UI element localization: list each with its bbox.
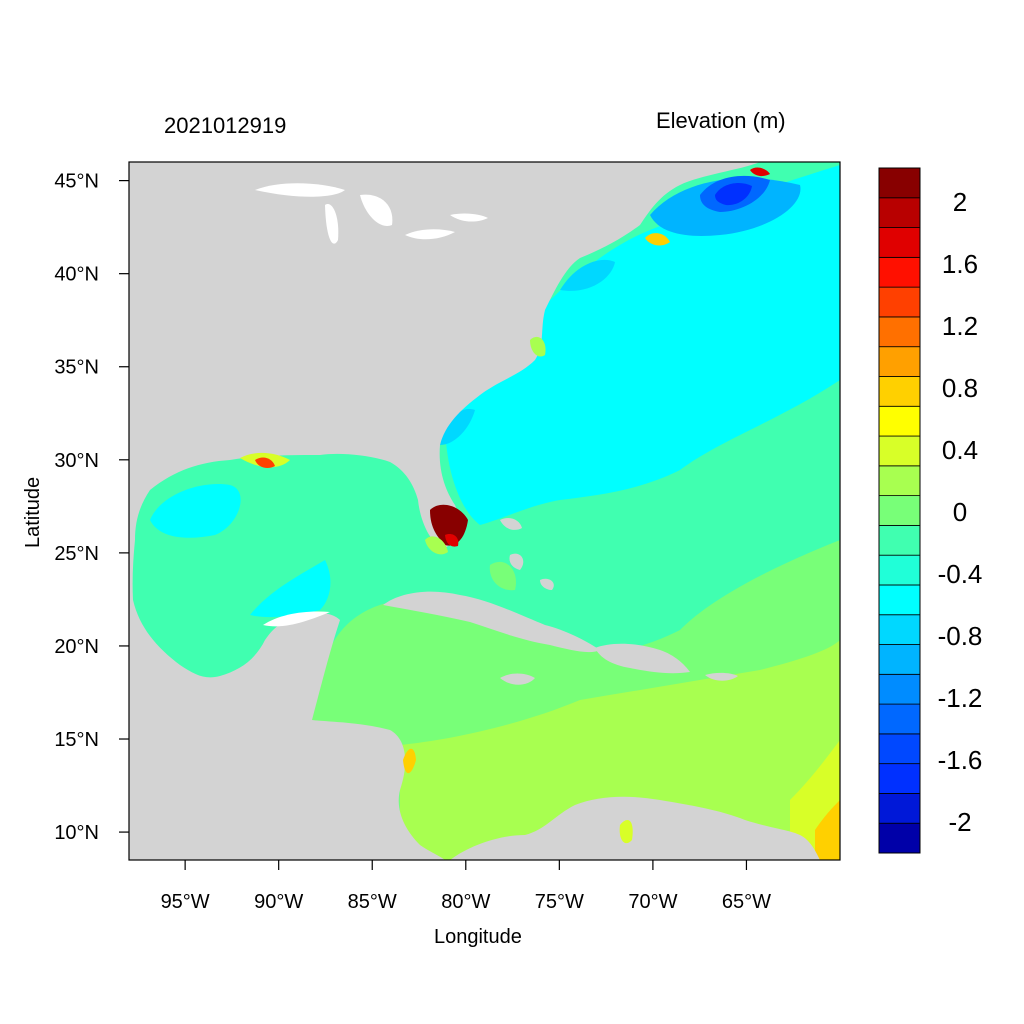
colorbar-swatch (878, 822, 921, 854)
land-bahamas (500, 517, 554, 590)
date-time-stamp: 2021012919 (164, 113, 287, 138)
y-tick-label: 15°N (54, 729, 99, 751)
colorbar-swatch (878, 316, 921, 348)
land-south-america (450, 796, 820, 860)
lake-huron (360, 194, 393, 226)
colorbar-swatch (878, 733, 921, 765)
land-puerto-rico (705, 672, 738, 681)
colorbar-tick-label: 1.6 (942, 249, 978, 279)
colorbar-swatch (878, 644, 921, 675)
colorbar-tick-label: -0.8 (938, 621, 983, 651)
colorbar-swatch (878, 465, 921, 497)
ocean-field-cyan-2 (150, 484, 241, 538)
colorbar-swatch (878, 405, 921, 437)
x-tick-label: 85°W (348, 891, 397, 913)
colorbar-swatch (878, 524, 921, 556)
colorbar-swatch (878, 554, 921, 586)
colorbar-border (878, 167, 921, 854)
colorbar-tick-label: -1.2 (938, 683, 983, 713)
colorbar-swatch (878, 763, 921, 794)
colorbar-swatch (878, 703, 921, 735)
colorbar-tick-label: 0.8 (942, 373, 978, 403)
y-tick-label: 30°N (54, 450, 99, 472)
y-tick-label: 25°N (54, 543, 99, 565)
anomaly-bahamas-bank (489, 561, 516, 591)
colorbar-tick-label: -1.6 (938, 745, 983, 775)
land-cuba (383, 591, 600, 653)
y-tick-label: 40°N (54, 264, 99, 286)
map-border (128, 161, 841, 861)
lake-superior (255, 183, 345, 197)
colorbar-swatch (878, 256, 921, 288)
colorbar-tick-label: 1.2 (942, 311, 978, 341)
colorbar-swatch (878, 197, 921, 228)
x-tick-label: 95°W (161, 891, 210, 913)
ocean-field-cyan-3 (250, 560, 331, 618)
inland-water (255, 183, 488, 627)
colorbar-tick-label: -2 (948, 807, 971, 837)
y-tick-label: 20°N (54, 636, 99, 658)
anomaly-chesapeake (530, 336, 546, 357)
ocean-field-orange (815, 800, 840, 860)
x-tick-label: 75°W (535, 891, 584, 913)
colorbar-swatch (878, 346, 921, 377)
ocean-field-yellowgreen (400, 640, 840, 860)
y-axis: 10°N 15°N 20°N 25°N 30°N 35°N 40°N 45°N (54, 171, 129, 844)
colorbar-swatch (878, 435, 921, 467)
colorbar-swatch (878, 495, 921, 526)
y-axis-label: Latitude (22, 476, 44, 548)
low-anomaly-west (560, 259, 615, 291)
x-tick-label: 65°W (722, 891, 771, 913)
map-area (129, 162, 840, 860)
coastal-anomalies (240, 167, 770, 844)
anomaly-nova-scotia-coast (750, 167, 770, 177)
x-tick-label: 90°W (254, 891, 303, 913)
colorbar-tick-label: 0.4 (942, 435, 978, 465)
y-tick-label: 10°N (54, 822, 99, 844)
anomaly-sw-florida-red (445, 534, 459, 547)
anomaly-gulf-of-venezuela (619, 820, 633, 844)
x-axis-label: Longitude (434, 926, 522, 948)
colorbar-tick-label: -0.4 (938, 559, 983, 589)
colorbar-swatch (878, 227, 921, 258)
colorbar-swatch (878, 673, 921, 705)
colorbar-swatch (878, 614, 921, 645)
lake-ontario (450, 213, 488, 222)
anomaly-honduras-coast (403, 748, 416, 774)
x-tick-label: 70°W (628, 891, 677, 913)
anomaly-cape-cod (645, 233, 670, 246)
x-tick-label: 80°W (441, 891, 490, 913)
colorbar-swatch (878, 793, 921, 824)
colorbar-swatch (878, 286, 921, 318)
anomaly-sw-florida (430, 504, 468, 546)
lake-erie (405, 229, 455, 240)
land-hispaniola (595, 643, 690, 674)
colorbar-tick-label: 2 (953, 187, 967, 217)
lake-michigan (325, 204, 339, 244)
low-anomaly-ga (440, 409, 475, 445)
land-jamaica (500, 673, 535, 685)
ocean-field-cyan (445, 165, 840, 525)
colorbar: 2 1.6 1.2 0.8 0.4 0 -0.4 -0.8 -1.2 -1.6 -2 (878, 167, 983, 854)
anomaly-gulf-coast-red (255, 457, 275, 468)
colorbar-swatch (878, 167, 921, 199)
colorbar-tick-label: 0 (953, 497, 967, 527)
low-anomaly-core (715, 183, 752, 206)
variable-title: Elevation (m) (656, 108, 786, 133)
colorbar-swatch (878, 584, 921, 616)
x-axis: 95°W 90°W 85°W 80°W 75°W 70°W 65°W (161, 860, 771, 913)
colorbar-swatch (878, 376, 921, 407)
y-tick-label: 35°N (54, 357, 99, 379)
anomaly-fl-bay (425, 536, 448, 555)
coast-yucatan-strip (263, 611, 330, 627)
y-tick-label: 45°N (54, 171, 99, 193)
